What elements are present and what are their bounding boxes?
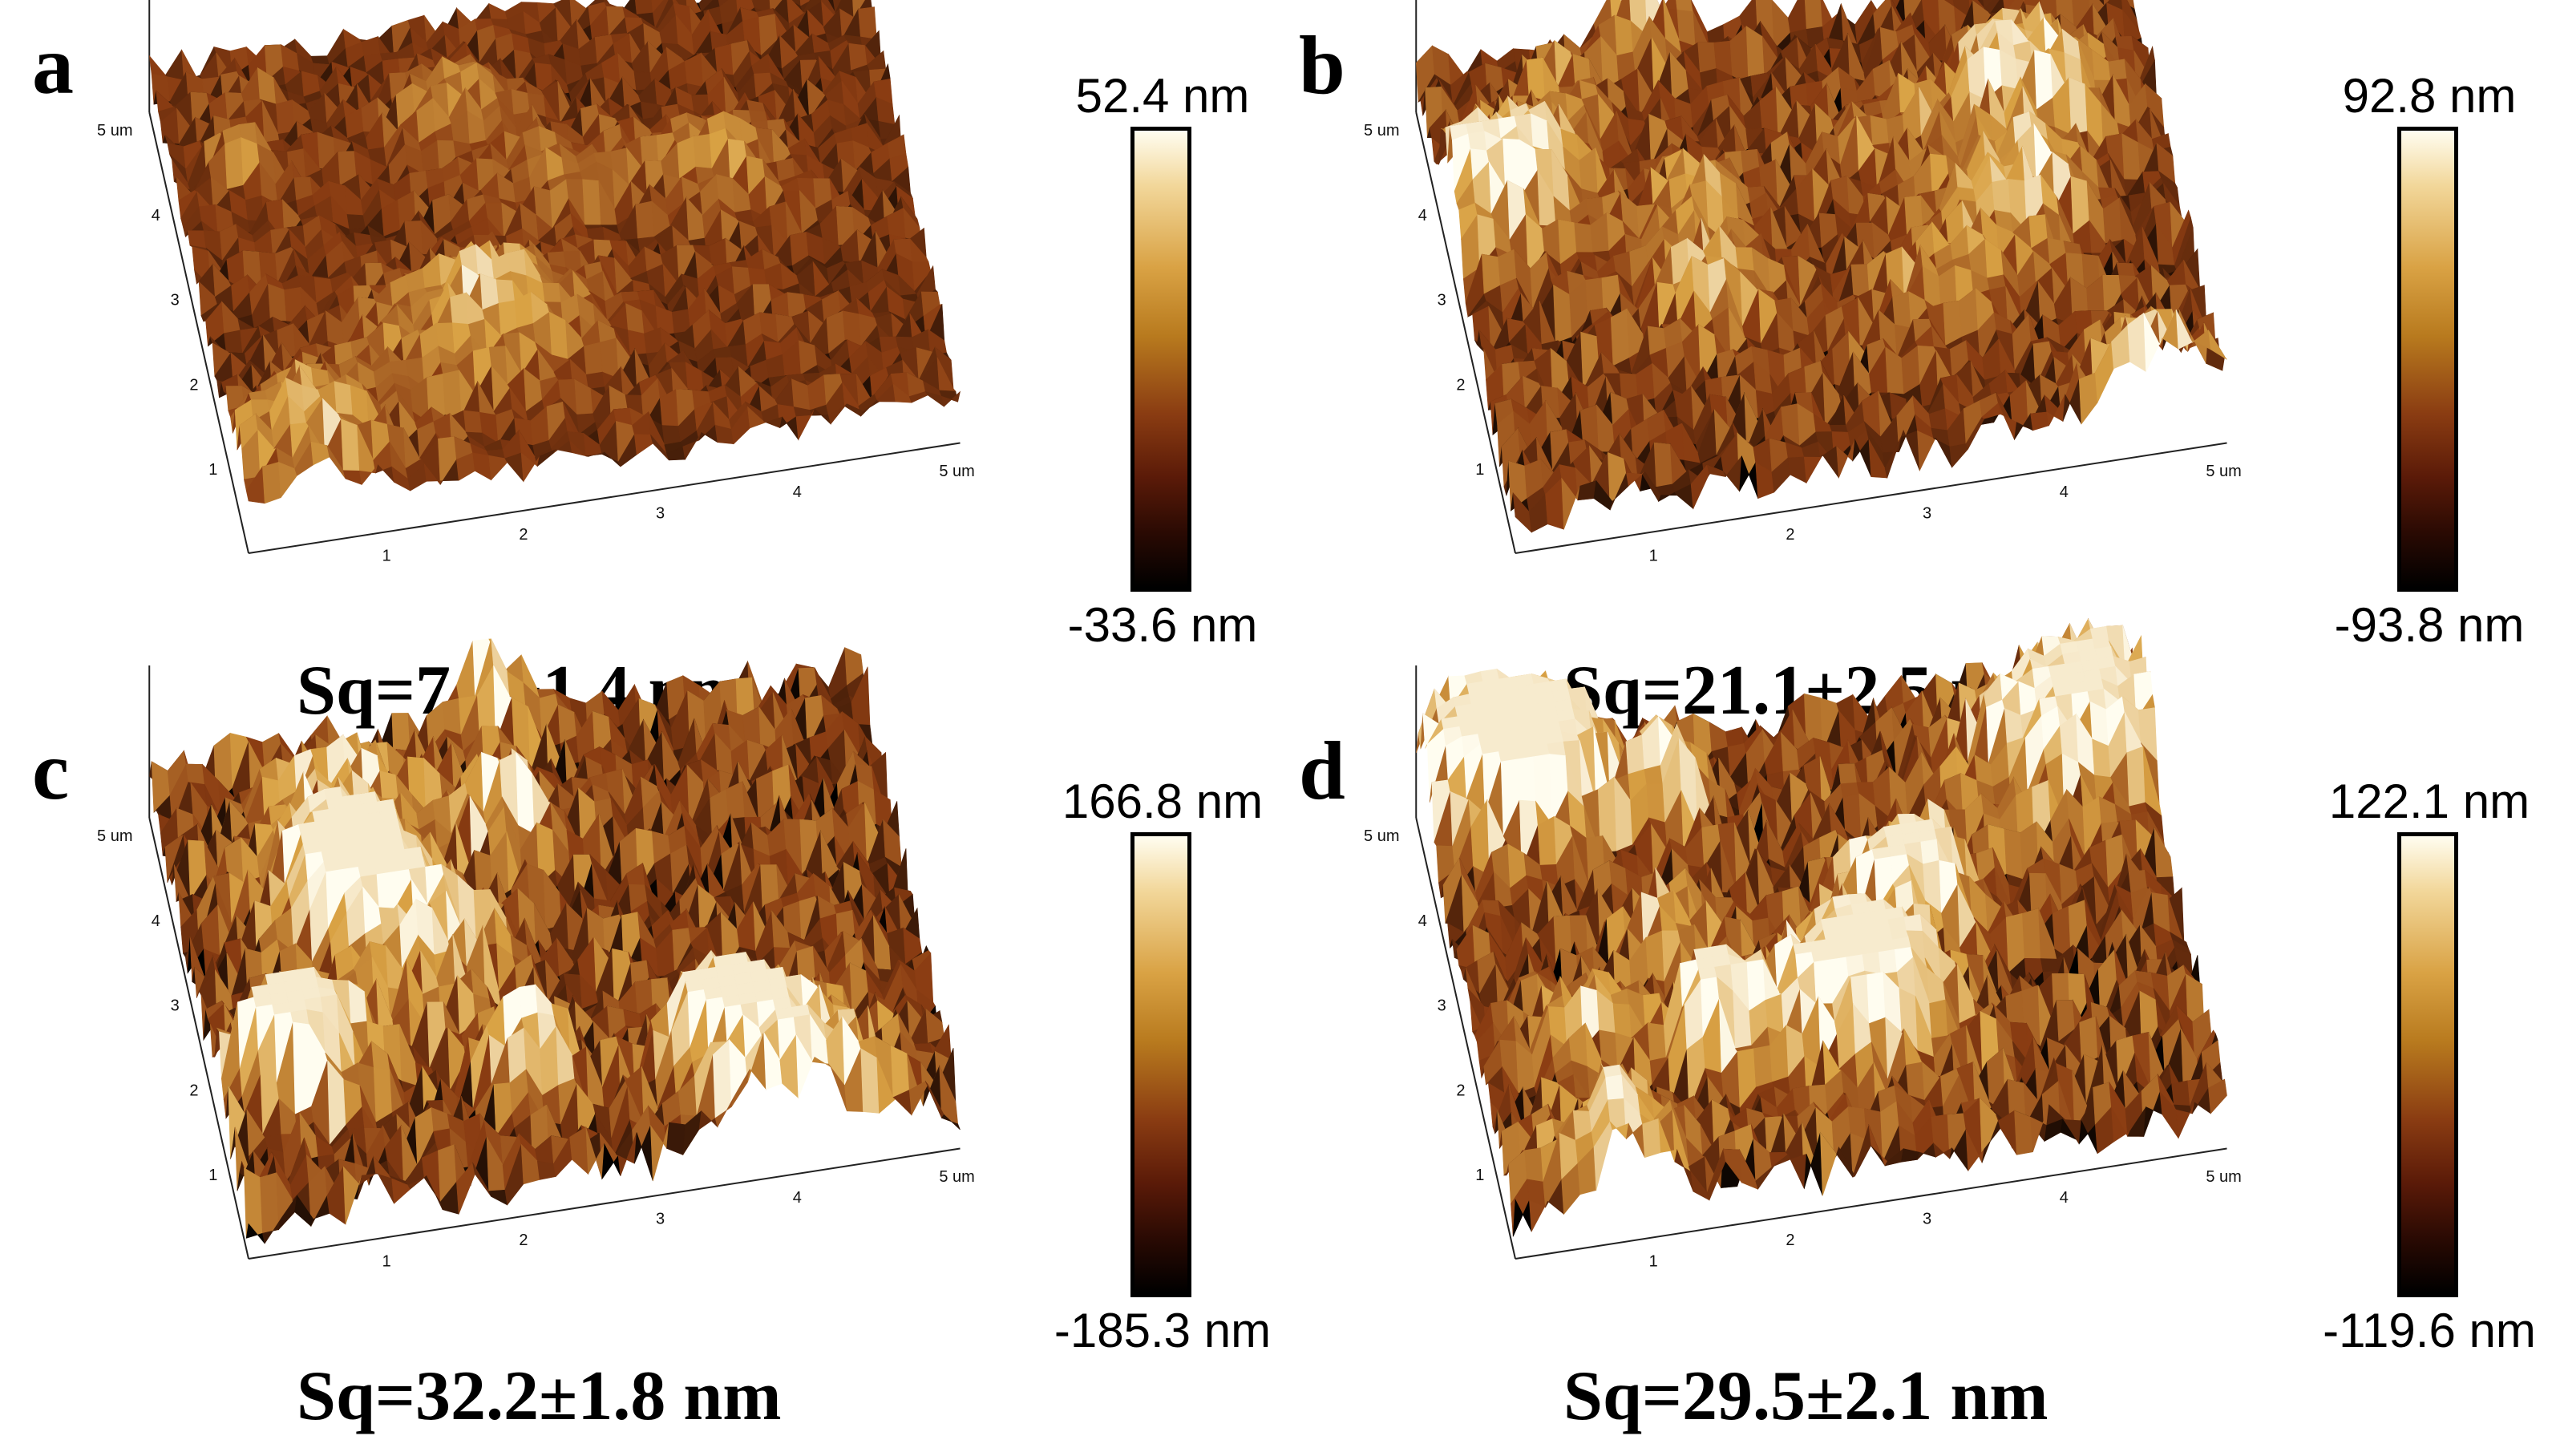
colorbar-min-label: -33.6 nm bbox=[1067, 598, 1258, 652]
x-tick-label: 3 bbox=[1923, 505, 1931, 523]
y-tick-label: 1 bbox=[1475, 1167, 1484, 1184]
y-tick-label: 1 bbox=[1475, 461, 1484, 479]
x-tick-label: 4 bbox=[793, 483, 802, 501]
y-tick-label: 2 bbox=[189, 376, 198, 394]
y-tick-label: 5 um bbox=[1364, 827, 1399, 845]
panel-letter: b bbox=[1299, 19, 1345, 111]
y-tick-label: 4 bbox=[1418, 912, 1427, 930]
afm-3d-surface: 1 2 3 4 5 um 1 2 3 4 5 um bbox=[97, 0, 975, 565]
sq-roughness-caption: Sq=32.2±1.8 nm bbox=[297, 1357, 782, 1435]
x-tick-label: 2 bbox=[519, 1232, 528, 1249]
colorbar-max-label: 166.8 nm bbox=[1062, 775, 1264, 828]
x-tick-label: 5 um bbox=[939, 463, 974, 480]
axis-frame bbox=[1415, 0, 2227, 554]
y-tick-label: 1 bbox=[208, 1167, 217, 1184]
x-tick-label: 5 um bbox=[2206, 463, 2241, 480]
x-tick-label: 5 um bbox=[2206, 1168, 2241, 1186]
colorbar-min-label: -185.3 nm bbox=[1054, 1304, 1272, 1357]
axis-frame bbox=[1415, 665, 2227, 1260]
y-tick-label: 3 bbox=[171, 292, 180, 309]
height-colorbar bbox=[1130, 127, 1191, 592]
x-tick-label: 5 um bbox=[939, 1168, 974, 1186]
y-tick-label: 5 um bbox=[1364, 122, 1399, 140]
y-tick-label: 3 bbox=[1438, 997, 1446, 1015]
x-tick-label: 2 bbox=[1786, 526, 1794, 544]
height-surface bbox=[1416, 617, 2227, 1237]
x-tick-label: 3 bbox=[656, 505, 665, 523]
y-tick-label: 4 bbox=[1418, 207, 1427, 224]
y-tick-label: 4 bbox=[152, 207, 160, 224]
x-tick-label: 2 bbox=[1786, 1232, 1794, 1249]
y-tick-label: 2 bbox=[1456, 376, 1465, 394]
y-tick-label: 5 um bbox=[97, 827, 132, 845]
x-tick-label: 4 bbox=[2060, 1189, 2069, 1207]
afm-3d-surface: 1 2 3 4 5 um 1 2 3 4 5 um bbox=[1364, 0, 2242, 565]
y-tick-label: 1 bbox=[208, 461, 217, 479]
height-surface bbox=[148, 638, 961, 1244]
colorbar-max-label: 122.1 nm bbox=[2328, 775, 2530, 828]
y-tick-label: 4 bbox=[152, 912, 160, 930]
colorbar-min-label: -119.6 nm bbox=[2323, 1304, 2536, 1357]
x-tick-label: 3 bbox=[656, 1211, 665, 1228]
height-surface bbox=[1415, 0, 2227, 533]
height-surface bbox=[148, 0, 961, 504]
y-tick-label: 3 bbox=[171, 997, 180, 1015]
x-tick-label: 4 bbox=[793, 1189, 802, 1207]
y-tick-label: 2 bbox=[189, 1082, 198, 1099]
x-tick-label: 2 bbox=[519, 526, 528, 544]
panel-c: c 1 2 3 4 5 um 1 2 3 4 5 um Sq=32.2±1.8 nm 166.8 … bbox=[32, 638, 1283, 1451]
panel-letter: a bbox=[32, 19, 74, 111]
height-colorbar bbox=[2397, 127, 2458, 592]
y-tick-label: 5 um bbox=[97, 122, 132, 140]
x-tick-label: 1 bbox=[382, 1253, 391, 1271]
y-tick-label: 2 bbox=[1456, 1082, 1465, 1099]
x-tick-label: 1 bbox=[382, 548, 391, 565]
x-tick-label: 1 bbox=[1649, 1253, 1658, 1271]
colorbar-max-label: 92.8 nm bbox=[2342, 69, 2517, 123]
sq-roughness-caption: Sq=29.5±2.1 nm bbox=[1563, 1357, 2048, 1435]
colorbar-max-label: 52.4 nm bbox=[1075, 69, 1250, 123]
axis-frame bbox=[148, 0, 961, 554]
axis-frame bbox=[148, 665, 961, 1260]
colorbar-min-label: -93.8 nm bbox=[2334, 598, 2525, 652]
x-tick-label: 1 bbox=[1649, 548, 1658, 565]
afm-3d-surface: 1 2 3 4 5 um 1 2 3 4 5 um bbox=[97, 638, 975, 1271]
afm-3d-surface: 1 2 3 4 5 um 1 2 3 4 5 um bbox=[1364, 617, 2242, 1271]
y-tick-label: 3 bbox=[1438, 292, 1446, 309]
x-tick-label: 3 bbox=[1923, 1211, 1931, 1228]
panel-d: d 1 2 3 4 5 um 1 2 3 4 5 um Sq=29.5±2.1 nm 122.1 … bbox=[1299, 617, 2550, 1451]
height-colorbar bbox=[1130, 832, 1191, 1297]
x-tick-label: 4 bbox=[2060, 483, 2069, 501]
panel-letter: c bbox=[32, 725, 70, 817]
panel-letter: d bbox=[1299, 725, 1345, 817]
height-colorbar bbox=[2397, 832, 2458, 1297]
